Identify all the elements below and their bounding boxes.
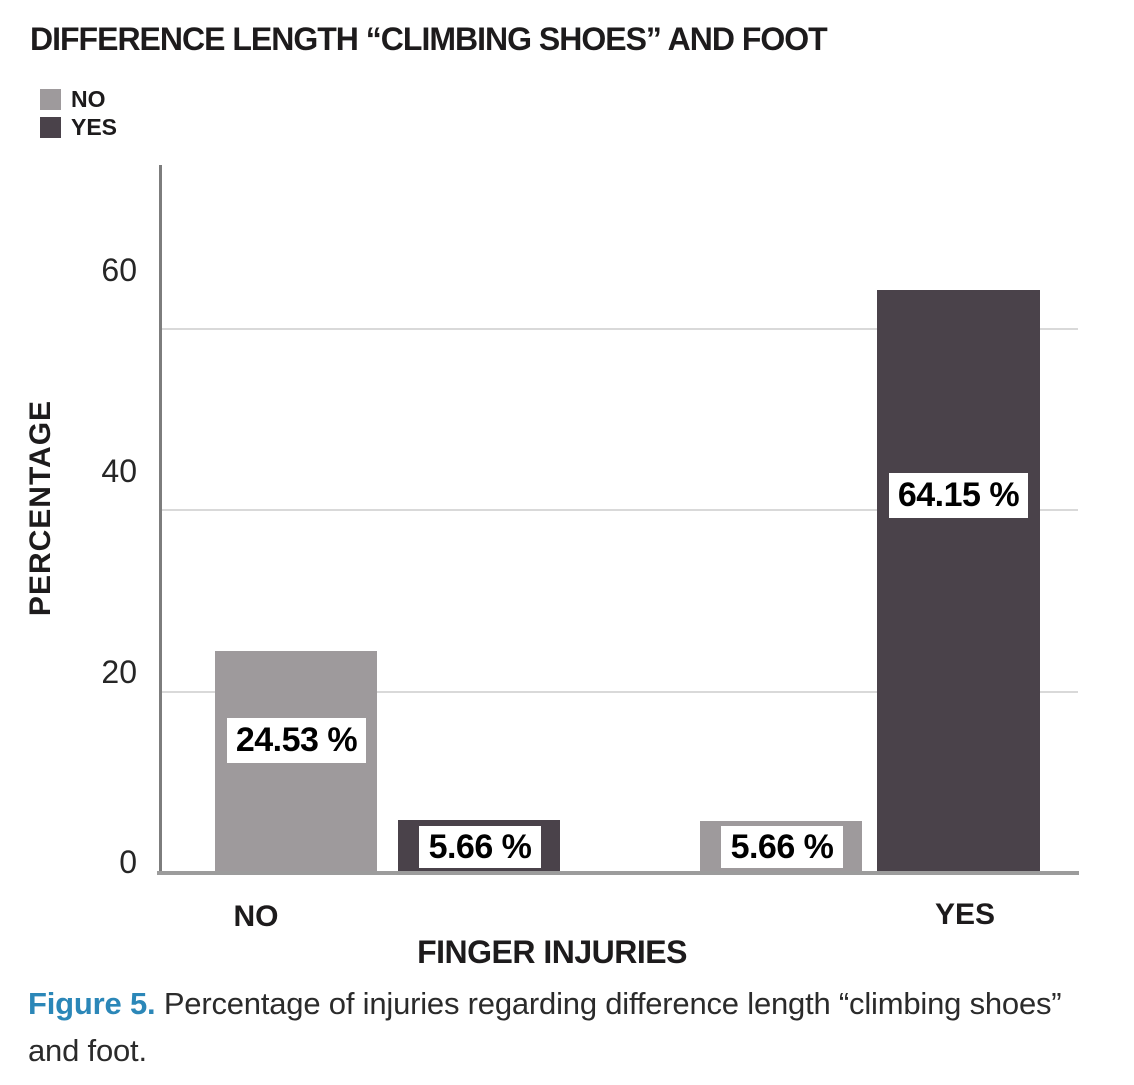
value-label: 5.66 % — [730, 827, 834, 866]
legend-swatch-no — [40, 89, 61, 110]
y-axis-title: PERCENTAGE — [24, 399, 57, 617]
figure-caption-text: Percentage of injuries regarding differe… — [28, 986, 1062, 1068]
value-label-box: 5.66 % — [721, 826, 843, 868]
y-tick-label-20: 20 — [101, 654, 137, 690]
x-category-label-yes: YES — [934, 898, 996, 931]
y-tick-label-40: 40 — [101, 453, 137, 489]
legend: NO YES — [40, 86, 118, 140]
figure-caption-label: Figure 5. — [28, 986, 156, 1021]
value-label-box: 64.15 % — [889, 473, 1028, 518]
x-category-label-no: NO — [233, 900, 279, 933]
legend-swatch-yes — [40, 117, 61, 138]
figure-caption: Figure 5. Percentage of injuries regardi… — [28, 980, 1120, 1074]
legend-label: NO — [71, 86, 106, 112]
y-tick-label-0: 0 — [119, 844, 137, 880]
x-axis-baseline — [157, 871, 1079, 875]
chart-title: DIFFERENCE LENGTH “CLIMBING SHOES” AND F… — [30, 21, 828, 57]
gridline — [162, 328, 1078, 330]
legend-label: YES — [71, 114, 118, 140]
x-axis-title: FINGER INJURIES — [417, 934, 687, 970]
y-axis-line — [159, 165, 162, 875]
value-label: 5.66 % — [428, 827, 532, 866]
value-label-box: 5.66 % — [419, 826, 541, 868]
value-label: 64.15 % — [897, 476, 1020, 514]
legend-item-yes: YES — [40, 114, 118, 140]
value-label: 24.53 % — [235, 721, 358, 759]
bar-yes-yes — [877, 290, 1040, 873]
gridline — [162, 691, 1078, 693]
value-label-box: 24.53 % — [227, 718, 366, 763]
legend-item-no: NO — [40, 86, 117, 112]
y-tick-label-60: 60 — [101, 252, 137, 288]
gridline — [162, 509, 1078, 511]
